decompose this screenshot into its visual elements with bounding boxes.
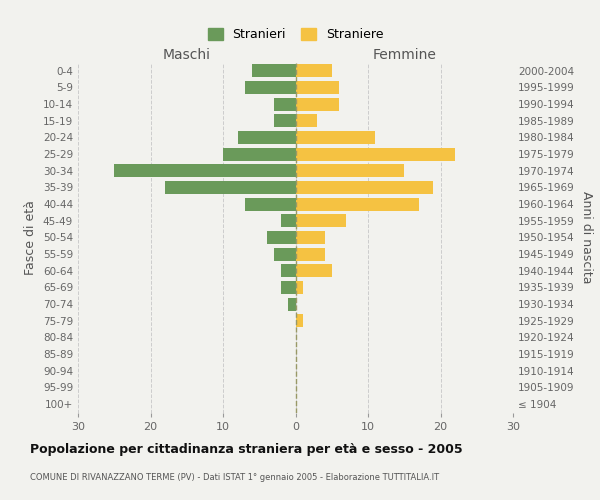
- Bar: [223, 148, 296, 160]
- Bar: [165, 181, 296, 194]
- Text: Popolazione per cittadinanza straniera per età e sesso - 2005: Popolazione per cittadinanza straniera p…: [30, 442, 463, 456]
- Bar: [274, 98, 296, 110]
- Bar: [238, 131, 296, 144]
- Bar: [296, 314, 303, 328]
- Bar: [296, 98, 339, 110]
- Bar: [245, 81, 296, 94]
- Text: Femmine: Femmine: [373, 48, 436, 62]
- Text: COMUNE DI RIVANAZZANO TERME (PV) - Dati ISTAT 1° gennaio 2005 - Elaborazione TUT: COMUNE DI RIVANAZZANO TERME (PV) - Dati …: [30, 473, 439, 482]
- Bar: [281, 264, 296, 278]
- Bar: [296, 198, 419, 210]
- Bar: [296, 81, 339, 94]
- Legend: Stranieri, Straniere: Stranieri, Straniere: [203, 23, 389, 46]
- Bar: [274, 248, 296, 260]
- Bar: [296, 281, 303, 294]
- Bar: [114, 164, 296, 177]
- Y-axis label: Fasce di età: Fasce di età: [25, 200, 37, 275]
- Bar: [296, 164, 404, 177]
- Bar: [296, 231, 325, 244]
- Bar: [296, 148, 455, 160]
- Bar: [296, 264, 332, 278]
- Bar: [266, 231, 296, 244]
- Bar: [274, 114, 296, 128]
- Bar: [288, 298, 296, 310]
- Bar: [281, 281, 296, 294]
- Bar: [296, 248, 325, 260]
- Bar: [296, 131, 375, 144]
- Bar: [296, 64, 332, 78]
- Text: Maschi: Maschi: [163, 48, 211, 62]
- Bar: [245, 198, 296, 210]
- Y-axis label: Anni di nascita: Anni di nascita: [580, 191, 593, 284]
- Bar: [296, 114, 317, 128]
- Bar: [252, 64, 296, 78]
- Bar: [281, 214, 296, 228]
- Bar: [296, 181, 433, 194]
- Bar: [296, 214, 346, 228]
